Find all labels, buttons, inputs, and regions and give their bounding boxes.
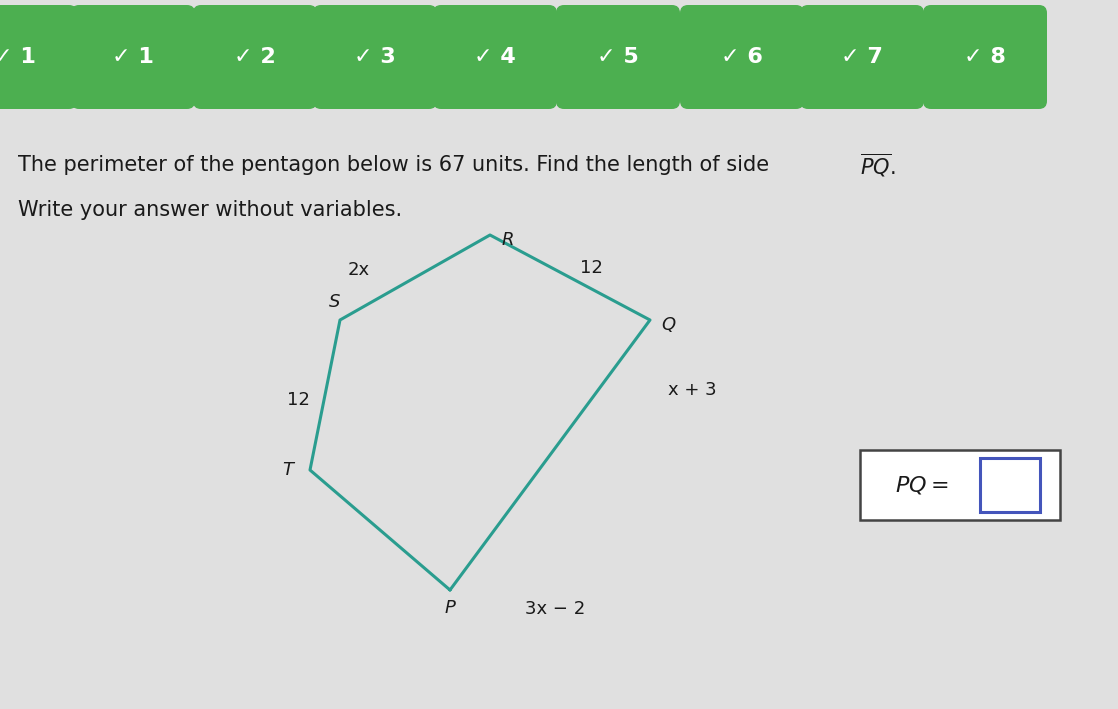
- Text: $PQ=$: $PQ=$: [896, 474, 949, 496]
- FancyBboxPatch shape: [923, 5, 1046, 109]
- Text: 12: 12: [287, 391, 310, 409]
- Text: ✓ 1: ✓ 1: [0, 47, 36, 67]
- Text: ✓ 5: ✓ 5: [597, 47, 638, 67]
- Text: ✓ 8: ✓ 8: [964, 47, 1006, 67]
- FancyBboxPatch shape: [313, 5, 437, 109]
- FancyBboxPatch shape: [980, 458, 1040, 512]
- Text: T: T: [283, 461, 294, 479]
- Text: ✓ 6: ✓ 6: [721, 47, 762, 67]
- FancyBboxPatch shape: [0, 5, 77, 109]
- Text: R: R: [502, 231, 514, 249]
- Text: P: P: [445, 599, 455, 617]
- FancyBboxPatch shape: [680, 5, 804, 109]
- FancyBboxPatch shape: [556, 5, 680, 109]
- FancyBboxPatch shape: [193, 5, 318, 109]
- Text: 12: 12: [580, 259, 603, 277]
- Text: S: S: [330, 293, 341, 311]
- Text: The perimeter of the pentagon below is 67 units. Find the length of side: The perimeter of the pentagon below is 6…: [18, 155, 776, 175]
- Text: ✓ 4: ✓ 4: [474, 47, 515, 67]
- FancyBboxPatch shape: [800, 5, 923, 109]
- Text: Q: Q: [661, 316, 675, 334]
- Text: 2x: 2x: [348, 261, 370, 279]
- FancyBboxPatch shape: [72, 5, 195, 109]
- Text: ✓ 3: ✓ 3: [354, 47, 396, 67]
- Text: ✓ 2: ✓ 2: [234, 47, 276, 67]
- Text: ✓ 7: ✓ 7: [841, 47, 883, 67]
- Text: $\overline{PQ}$.: $\overline{PQ}$.: [860, 151, 896, 179]
- Text: Write your answer without variables.: Write your answer without variables.: [18, 200, 402, 220]
- Text: 3x − 2: 3x − 2: [524, 600, 585, 618]
- FancyBboxPatch shape: [860, 450, 1060, 520]
- FancyBboxPatch shape: [433, 5, 557, 109]
- Text: x + 3: x + 3: [667, 381, 717, 399]
- Text: ✓ 1: ✓ 1: [112, 47, 154, 67]
